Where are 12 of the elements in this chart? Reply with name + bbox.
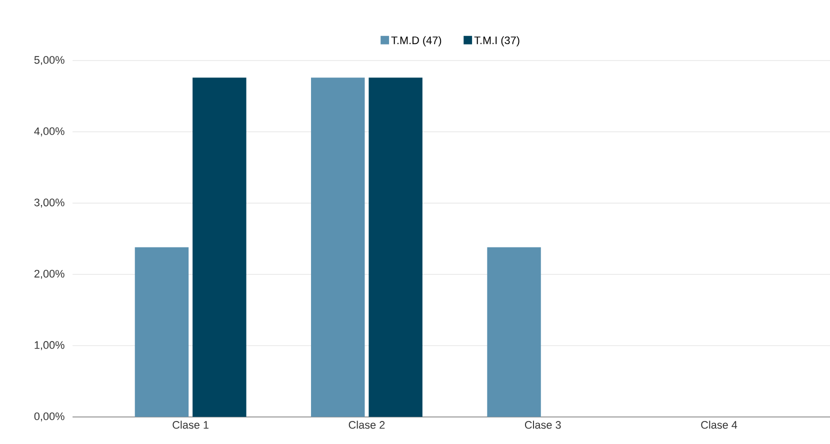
- y-tick-label: 2,00%: [34, 270, 64, 280]
- legend-label: T.M.D (47): [391, 36, 442, 46]
- legend-label: T.M.I (37): [474, 36, 520, 46]
- y-tick-label: 1,00%: [34, 341, 64, 350]
- x-tick-label: Clase 4: [701, 420, 738, 429]
- x-tick-label: Clase 1: [172, 420, 208, 429]
- x-tick-label: Clase 2: [348, 420, 385, 429]
- y-tick-label: 0,00%: [34, 412, 64, 422]
- x-tick-label: Clase 3: [524, 420, 561, 429]
- y-tick-label: 4,00%: [34, 127, 64, 136]
- y-tick-label: 3,00%: [34, 198, 64, 208]
- y-tick-label: 5,00%: [34, 56, 64, 66]
